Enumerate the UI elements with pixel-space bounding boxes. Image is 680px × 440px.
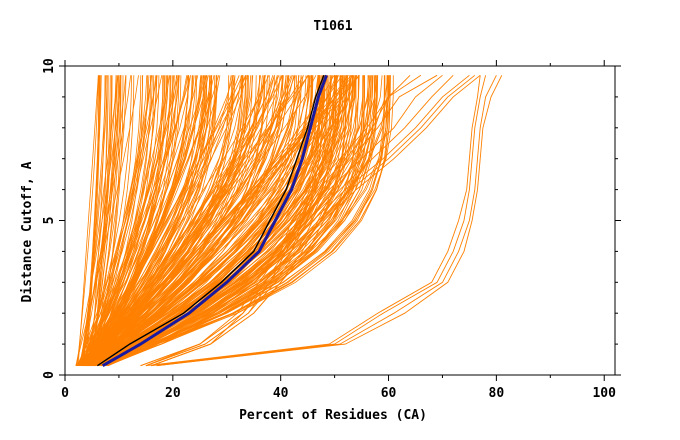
model-curve-265 [86,75,310,367]
series-line-9 [151,75,487,367]
y-tick-label-1: 5 [42,217,57,225]
model-curve-206 [88,75,135,366]
model-curve-209 [88,75,121,366]
model-curve-223 [80,75,179,366]
model-curve-211 [79,75,244,367]
model-curve-210 [79,75,166,366]
model-curve-193 [83,75,191,366]
model-curve-215 [78,75,248,367]
model-curve-270 [98,75,329,367]
model-curve-125 [76,75,99,366]
model-curve-203 [83,75,197,366]
series-line-10 [156,75,503,367]
series-line-8 [156,75,497,367]
series-line-5 [145,74,470,367]
model-curve-198 [79,75,160,366]
model-curve-174 [76,75,189,366]
model-curve-141 [88,75,290,367]
model-curve-151 [79,75,282,366]
axis-ticks: 0 20 40 60 80 100 0 5 10 [42,58,621,401]
model-curve-290 [89,75,323,367]
model-curve-319 [88,75,391,367]
model-curve-314 [87,75,337,367]
model-curve-197 [88,75,180,366]
model-curve-226 [79,75,109,366]
model-curve-161 [80,75,202,366]
series-line-6 [151,74,481,367]
model-curve-143 [75,75,287,366]
model-curve-144 [93,75,120,366]
x-tick-label-0: 0 [61,386,69,401]
series-line-3 [140,74,411,367]
model-curve-115 [82,75,310,367]
model-curve-297 [83,75,325,367]
model-curve-260 [83,75,336,367]
model-curve-182 [76,75,352,366]
x-tick-label-4: 80 [489,386,505,401]
model-curve-302 [94,75,386,367]
model-curve-227 [93,75,206,366]
model-curve-272 [93,75,375,367]
model-curve-186 [79,75,127,366]
model-curve-318 [95,75,357,367]
model-curves [75,75,394,367]
model-curve-313 [90,75,377,367]
model-curve-309 [90,75,320,367]
model-curve-169 [84,75,242,366]
model-curve-300 [88,75,369,367]
x-tick-label-5: 100 [592,386,616,401]
model-curve-179 [83,75,216,366]
model-curve-112 [81,75,108,366]
model-curve-183 [84,75,265,366]
model-curve-219 [89,75,292,366]
y-axis-label: Distance Cutoff, A [20,161,35,302]
series-line-12 [101,74,328,368]
model-curve-194 [77,75,157,366]
model-curve-224 [81,75,300,367]
model-curve-138 [78,75,270,367]
model-curve-308 [106,75,360,367]
model-curve-149 [89,75,296,367]
x-tick-label-2: 40 [273,386,289,401]
model-curve-142 [82,75,240,366]
model-curve-122 [91,75,167,366]
series-line-7 [140,74,454,367]
model-curve-225 [93,75,174,366]
series-line-11 [145,75,481,367]
data-series [97,74,503,368]
model-curve-199 [85,75,101,366]
y-tick-label-2: 10 [42,58,57,74]
x-tick-label-3: 60 [381,386,397,401]
model-curve-217 [92,75,252,366]
model-curve-73 [80,75,119,366]
model-curve-221 [76,75,148,366]
y-tick-label-0: 0 [42,371,57,379]
series-line-13 [97,75,325,367]
model-curve-195 [79,75,205,366]
x-tick-label-1: 20 [165,386,181,401]
x-axis-label: Percent of Residues (CA) [239,408,427,423]
model-curve-207 [91,75,266,366]
chart-title: T1061 [313,19,352,34]
model-curve-239 [94,75,360,367]
